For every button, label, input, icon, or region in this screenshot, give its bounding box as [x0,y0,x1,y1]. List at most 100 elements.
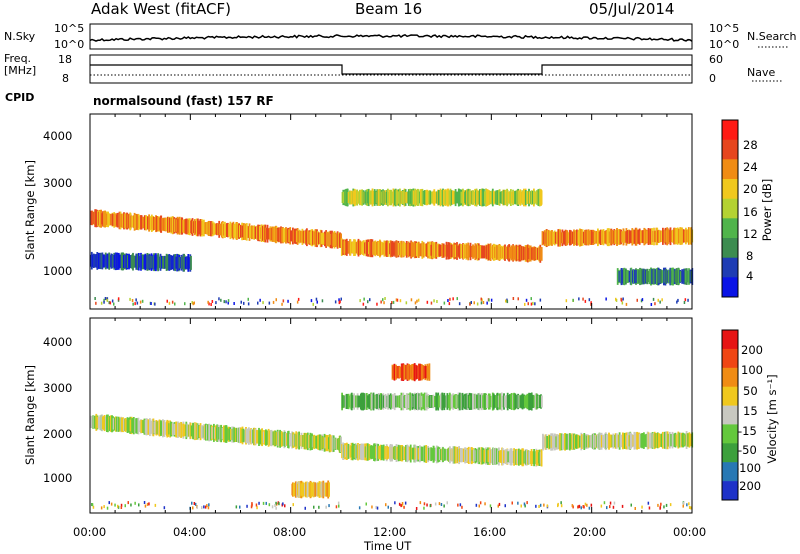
data-cell-band-1 [526,244,529,263]
data-cell-scatter [448,302,451,306]
data-cell-band-2 [503,189,505,206]
data-cell-scatter [358,506,361,510]
data-cell-band-2 [459,392,461,411]
data-cell-band-1 [341,444,343,459]
data-cell-band-5 [669,268,672,285]
data-cell-band-1 [488,244,490,261]
data-cell-band-2 [423,190,426,205]
data-cell-scatter [103,300,105,304]
data-cell-band-2 [407,189,410,206]
data-cell-band-0 [135,213,138,230]
data-cell-band-3 [623,230,626,244]
data-cell-band-0 [226,427,229,441]
colorbar-swatch [722,179,738,199]
data-cell-band-3 [654,433,657,448]
data-cell-band-5 [626,270,629,283]
data-cell-scatter [223,300,225,304]
data-cell-scatter [227,301,229,305]
data-cell-scatter [588,506,591,510]
colorbar-swatch [722,481,738,501]
data-cell-band-1 [343,239,346,256]
data-cell-band-2 [531,190,533,205]
data-cell-band-5 [627,270,629,283]
power-data-marks [90,188,694,306]
nsky-trace [89,33,693,42]
data-cell-band-1 [409,242,411,257]
data-cell-band-2 [491,188,494,207]
data-cell-band-3 [576,229,578,246]
data-cell-band-2 [378,394,381,409]
data-cell-scatter [166,299,168,303]
data-cell-scatter [577,505,579,509]
data-cell-band-2 [344,394,347,409]
data-cell-band-0 [200,219,202,237]
data-cell-band-1 [514,245,517,261]
data-cell-band-2 [536,394,539,409]
data-cell-band-0 [99,210,101,227]
data-cell-band-3 [627,432,630,450]
data-cell-band-0 [111,415,113,433]
data-cell-band-2 [389,393,392,410]
data-cell-scatter [686,503,688,507]
data-cell-band-2 [363,395,366,408]
data-cell-band-2 [509,394,511,409]
data-cell-band-2 [416,392,419,411]
data-cell-band-0 [118,211,121,230]
data-cell-band-2 [350,392,353,411]
data-cell-band-3 [641,433,644,449]
data-cell-band-0 [245,428,248,444]
vel-cbar-tick: -50 [738,443,757,457]
data-cell-band-3 [643,432,645,449]
data-cell-band-2 [370,190,373,205]
data-cell-scatter [259,298,261,302]
data-cell-scatter [103,298,105,302]
data-cell-band-0 [272,431,275,446]
data-cell-band-0 [177,218,180,233]
data-cell-band-2 [482,395,484,408]
data-cell-band-3 [677,228,680,244]
data-cell-band-0 [251,225,253,240]
data-cell-band-2 [383,190,386,205]
data-cell-scatter [524,302,526,306]
data-cell-band-2 [392,394,394,409]
data-cell-band-5 [318,481,321,498]
data-cell-band-0 [271,226,274,242]
data-cell-band-2 [450,395,453,408]
data-cell-band-2 [366,395,369,408]
data-cell-scatter [526,501,528,505]
data-cell-band-1 [347,443,350,459]
data-cell-band-1 [490,246,493,258]
data-cell-scatter [443,504,445,508]
data-cell-scatter [130,503,132,507]
data-cell-scatter [255,503,258,507]
data-cell-scatter [489,504,492,508]
data-cell-scatter [335,505,338,509]
data-cell-band-5 [665,269,668,284]
data-cell-scatter [687,298,689,302]
data-cell-band-1 [474,243,477,261]
data-cell-scatter [111,299,114,303]
data-cell-band-1 [511,246,513,260]
vel-cbar-tick: 200 [741,343,763,357]
data-cell-band-0 [208,220,210,236]
data-cell-scatter [504,504,506,508]
data-cell-scatter [104,297,107,300]
data-cell-band-2 [447,188,450,207]
data-cell-band-1 [538,246,541,262]
data-cell-band-3 [552,435,555,449]
data-cell-band-3 [586,230,589,245]
data-cell-scatter [225,300,227,304]
data-cell-band-4 [402,363,405,381]
data-cell-band-3 [599,433,601,450]
data-cell-scatter [657,298,659,302]
data-cell-scatter [144,504,147,508]
data-cell-band-1 [377,443,379,461]
data-cell-band-1 [425,445,428,463]
data-cell-band-1 [518,450,521,464]
data-cell-band-1 [407,241,410,258]
data-cell-band-4 [408,365,411,379]
data-cell-band-4 [151,255,154,269]
data-cell-scatter [523,502,526,506]
data-cell-band-2 [504,189,507,206]
data-cell-scatter [233,302,235,305]
